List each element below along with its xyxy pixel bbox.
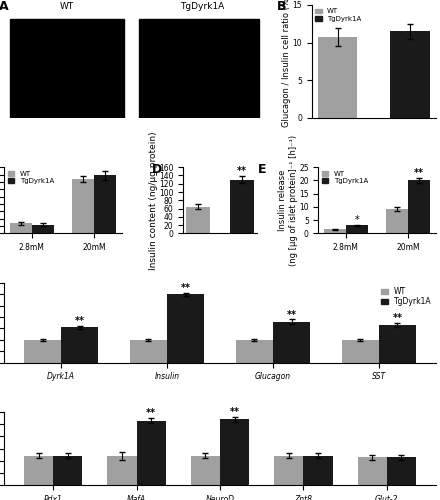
Bar bbox=[24, 340, 61, 362]
Text: TgDyrk1A: TgDyrk1A bbox=[180, 2, 224, 11]
Bar bbox=[408, 180, 430, 234]
Bar bbox=[220, 420, 249, 485]
Text: **: ** bbox=[392, 314, 403, 324]
Bar bbox=[236, 340, 273, 362]
Legend: WT, TgDyrk1A: WT, TgDyrk1A bbox=[315, 8, 362, 22]
Text: **: ** bbox=[146, 408, 156, 418]
Legend: WT, TgDyrk1A: WT, TgDyrk1A bbox=[381, 287, 432, 306]
Bar bbox=[107, 456, 136, 485]
Text: **: ** bbox=[237, 166, 247, 176]
Bar bbox=[274, 456, 304, 485]
Bar bbox=[32, 224, 54, 234]
Bar bbox=[53, 456, 82, 485]
Bar bbox=[230, 180, 253, 234]
Bar bbox=[346, 226, 368, 234]
Text: B: B bbox=[277, 0, 287, 14]
Bar bbox=[379, 325, 416, 362]
Bar bbox=[10, 224, 32, 234]
Bar bbox=[130, 340, 167, 362]
Bar bbox=[72, 179, 94, 234]
Y-axis label: Glucagon / Insulin cell ratio (%): Glucagon / Insulin cell ratio (%) bbox=[282, 0, 291, 128]
Bar bbox=[61, 328, 98, 362]
Bar bbox=[387, 457, 416, 485]
Y-axis label: Insulin content (ng/μg protein): Insulin content (ng/μg protein) bbox=[149, 131, 158, 270]
Bar bbox=[342, 340, 379, 362]
Text: **: ** bbox=[180, 283, 191, 293]
Text: E: E bbox=[257, 163, 266, 176]
Bar bbox=[390, 32, 430, 118]
Text: **: ** bbox=[75, 316, 84, 326]
Text: **: ** bbox=[230, 407, 240, 417]
Bar bbox=[318, 36, 357, 117]
Bar bbox=[136, 420, 166, 485]
Bar bbox=[273, 322, 310, 362]
Text: *: * bbox=[354, 214, 359, 224]
Legend: WT, TgDyrk1A: WT, TgDyrk1A bbox=[322, 170, 368, 184]
FancyBboxPatch shape bbox=[139, 18, 259, 117]
Bar bbox=[187, 206, 210, 234]
Bar bbox=[324, 230, 346, 234]
Y-axis label: Insulin release
(ng [μg of islet protein]⁻¹ [h]⁻¹): Insulin release (ng [μg of islet protein… bbox=[279, 134, 298, 266]
Bar bbox=[304, 456, 333, 485]
Legend: WT, TgDyrk1A: WT, TgDyrk1A bbox=[8, 170, 54, 184]
FancyBboxPatch shape bbox=[10, 18, 124, 117]
Text: D: D bbox=[152, 163, 162, 176]
Text: A: A bbox=[0, 0, 9, 14]
Bar bbox=[94, 176, 116, 234]
Text: **: ** bbox=[286, 310, 297, 320]
Bar bbox=[191, 456, 220, 485]
Bar bbox=[167, 294, 204, 362]
Bar bbox=[24, 456, 53, 485]
Bar bbox=[386, 209, 408, 234]
Text: **: ** bbox=[414, 168, 424, 177]
Text: WT: WT bbox=[59, 2, 74, 11]
Bar bbox=[358, 457, 387, 485]
